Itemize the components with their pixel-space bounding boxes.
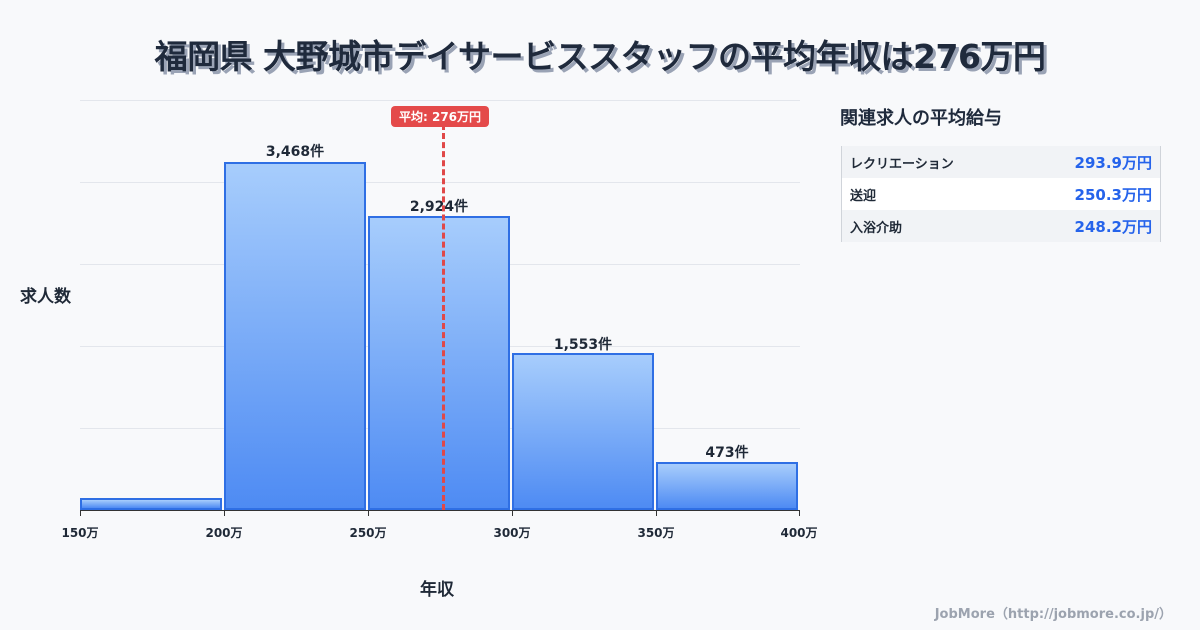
histogram-plot: 3,468件 2,924件 1,553件 473件 (80, 100, 800, 510)
x-axis-label: 年収 (420, 580, 454, 600)
bar-value-label: 2,924件 (409, 199, 469, 215)
related-salary-row: 入浴介助 248.2万円 (842, 210, 1160, 242)
x-tick (224, 510, 225, 516)
related-salary-title: 関連求人の平均給与 (840, 108, 1002, 129)
job-name: レクリエーション (850, 156, 954, 172)
bar-200-250 (224, 162, 366, 510)
gridline (80, 182, 800, 183)
x-tick (656, 510, 657, 516)
x-tick-label: 250万 (349, 526, 387, 540)
bar-250-300 (368, 216, 510, 510)
salary-value: 250.3万円 (1074, 185, 1152, 204)
source-credit: JobMore（http://jobmore.co.jp/） (934, 607, 1172, 622)
average-line (442, 124, 445, 510)
bar-value-label: 1,553件 (553, 337, 613, 353)
bar-value-label: 473件 (705, 445, 749, 461)
related-salary-row: レクリエーション 293.9万円 (842, 146, 1160, 178)
bar-350-400 (656, 462, 798, 510)
job-name: 送迎 (850, 188, 877, 204)
salary-value: 293.9万円 (1074, 153, 1152, 172)
x-tick-label: 300万 (493, 526, 531, 540)
x-tick-label: 150万 (61, 526, 99, 540)
bar-150-200 (80, 498, 222, 510)
salary-value: 248.2万円 (1074, 217, 1152, 236)
bar-300-350 (512, 353, 654, 510)
x-tick-label: 350万 (637, 526, 675, 540)
job-name: 入浴介助 (850, 220, 903, 236)
page-title: 福岡県 大野城市デイサービススタッフの平均年収は276万円 (154, 37, 1046, 76)
related-salary-row: 送迎 250.3万円 (842, 178, 1160, 210)
x-tick (368, 510, 369, 516)
x-tick (799, 510, 800, 516)
x-tick-label: 200万 (205, 526, 243, 540)
y-axis-label: 求人数 (20, 287, 71, 307)
bar-value-label: 3,468件 (265, 144, 325, 160)
x-axis (80, 510, 800, 511)
related-salary-table: レクリエーション 293.9万円 送迎 250.3万円 入浴介助 248.2万円 (841, 146, 1161, 242)
gridline (80, 100, 800, 101)
x-tick (80, 510, 81, 516)
x-tick (512, 510, 513, 516)
average-badge: 平均: 276万円 (391, 106, 490, 127)
x-tick-label: 400万 (780, 526, 818, 540)
